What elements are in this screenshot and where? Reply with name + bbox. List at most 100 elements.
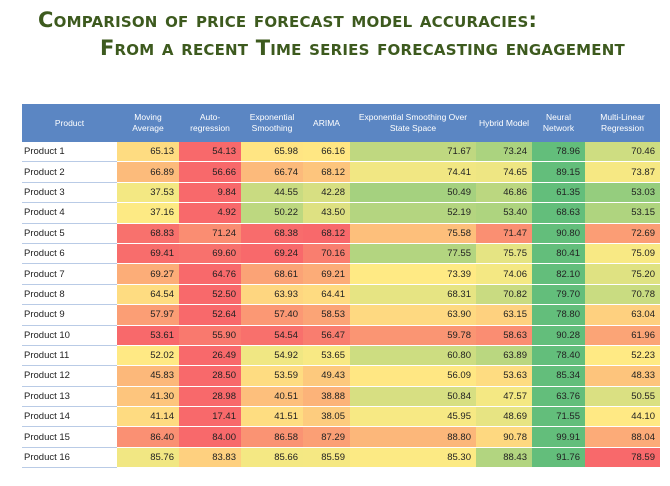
accuracy-value-cell: 69.60 [179, 243, 241, 265]
accuracy-value-cell: 88.43 [476, 447, 532, 469]
accuracy-value-cell: 65.98 [241, 142, 303, 163]
accuracy-value-cell: 85.59 [303, 447, 350, 469]
accuracy-value-cell: 63.90 [350, 304, 476, 326]
accuracy-value-cell: 52.50 [179, 284, 241, 306]
table-header-row: Product Moving Average Auto-regression Exp… [22, 104, 660, 142]
table-body: Product 1 65.13 54.13 65.98 66.16 71.67 73.24 7… [22, 142, 660, 469]
accuracy-value-cell: 78.96 [532, 142, 585, 163]
accuracy-value-cell: 50.55 [585, 386, 660, 408]
accuracy-value-cell: 42.28 [303, 182, 350, 204]
accuracy-value-cell: 63.76 [532, 386, 585, 408]
accuracy-value-cell: 84.00 [179, 426, 241, 448]
accuracy-value-cell: 54.54 [241, 325, 303, 346]
table-row: Product 15 86.40 84.00 86.58 87.29 88.80 90.78… [22, 426, 660, 448]
accuracy-value-cell: 37.53 [117, 182, 179, 204]
accuracy-value-cell: 61.96 [585, 325, 660, 346]
accuracy-value-cell: 41.51 [241, 406, 303, 428]
accuracy-value-cell: 88.80 [350, 426, 476, 448]
table-row: Product 13 41.30 28.98 40.51 38.88 50.84 47.57… [22, 386, 660, 408]
accuracy-value-cell: 68.61 [241, 263, 303, 285]
accuracy-value-cell: 53.03 [585, 182, 660, 204]
table-row: Product 11 52.02 26.49 54.92 53.65 60.80 63.89… [22, 345, 660, 367]
accuracy-value-cell: 74.06 [476, 263, 532, 285]
table-row: Product 10 53.61 55.90 54.54 56.47 59.78 58.63… [22, 325, 660, 346]
accuracy-value-cell: 55.90 [179, 325, 241, 346]
accuracy-value-cell: 28.98 [179, 386, 241, 408]
accuracy-value-cell: 86.40 [117, 426, 179, 448]
accuracy-value-cell: 28.50 [179, 365, 241, 387]
column-header-product: Product [22, 104, 117, 142]
accuracy-value-cell: 53.40 [476, 202, 532, 224]
accuracy-value-cell: 63.89 [476, 345, 532, 367]
accuracy-value-cell: 78.40 [532, 345, 585, 367]
product-name-cell: Product 1 [22, 142, 117, 163]
product-name-cell: Product 3 [22, 182, 117, 204]
accuracy-value-cell: 80.41 [532, 243, 585, 265]
accuracy-value-cell: 48.69 [476, 406, 532, 428]
accuracy-value-cell: 64.76 [179, 263, 241, 285]
accuracy-value-cell: 99.91 [532, 426, 585, 448]
table-row: Product 4 37.16 4.92 50.22 43.50 52.19 53.40 68… [22, 202, 660, 224]
column-header: Neural Network [532, 104, 585, 142]
accuracy-value-cell: 54.92 [241, 345, 303, 367]
accuracy-value-cell: 88.04 [585, 426, 660, 448]
accuracy-value-cell: 70.82 [476, 284, 532, 306]
accuracy-value-cell: 43.50 [303, 202, 350, 224]
accuracy-value-cell: 63.93 [241, 284, 303, 306]
accuracy-value-cell: 44.10 [585, 406, 660, 428]
accuracy-value-cell: 56.09 [350, 365, 476, 387]
accuracy-value-cell: 61.35 [532, 182, 585, 204]
product-name-cell: Product 8 [22, 284, 117, 306]
accuracy-value-cell: 77.55 [350, 243, 476, 265]
table-row: Product 7 69.27 64.76 68.61 69.21 73.39 74.06 8… [22, 263, 660, 285]
accuracy-value-cell: 75.58 [350, 223, 476, 244]
accuracy-value-cell: 87.29 [303, 426, 350, 448]
accuracy-value-cell: 59.78 [350, 325, 476, 346]
product-name-cell: Product 2 [22, 161, 117, 183]
accuracy-value-cell: 71.67 [350, 142, 476, 163]
accuracy-value-cell: 50.84 [350, 386, 476, 408]
accuracy-value-cell: 74.41 [350, 161, 476, 183]
column-header: Exponential Smoothing Over State Space [350, 104, 476, 142]
table-row: Product 12 45.83 28.50 53.59 49.43 56.09 53.63… [22, 365, 660, 387]
accuracy-value-cell: 63.15 [476, 304, 532, 326]
accuracy-value-cell: 70.46 [585, 142, 660, 163]
accuracy-value-cell: 79.70 [532, 284, 585, 306]
accuracy-value-cell: 52.23 [585, 345, 660, 367]
table-row: Product 14 41.14 17.41 41.51 38.05 45.95 48.69… [22, 406, 660, 428]
accuracy-value-cell: 53.65 [303, 345, 350, 367]
accuracy-value-cell: 69.41 [117, 243, 179, 265]
product-name-cell: Product 10 [22, 325, 117, 346]
title-line-1: Comparison of price forecast model accur… [38, 8, 538, 32]
accuracy-value-cell: 68.63 [532, 202, 585, 224]
accuracy-value-cell: 69.27 [117, 263, 179, 285]
accuracy-value-cell: 68.31 [350, 284, 476, 306]
accuracy-value-cell: 52.02 [117, 345, 179, 367]
accuracy-value-cell: 71.55 [532, 406, 585, 428]
accuracy-value-cell: 65.13 [117, 142, 179, 163]
table-row: Product 1 65.13 54.13 65.98 66.16 71.67 73.24 7… [22, 142, 660, 163]
product-name-cell: Product 4 [22, 202, 117, 224]
accuracy-value-cell: 74.65 [476, 161, 532, 183]
accuracy-value-cell: 85.66 [241, 447, 303, 469]
product-name-cell: Product 7 [22, 263, 117, 285]
accuracy-value-cell: 70.78 [585, 284, 660, 306]
accuracy-value-cell: 38.05 [303, 406, 350, 428]
accuracy-value-cell: 68.12 [303, 161, 350, 183]
accuracy-value-cell: 68.38 [241, 223, 303, 244]
product-name-cell: Product 11 [22, 345, 117, 367]
accuracy-value-cell: 56.66 [179, 161, 241, 183]
accuracy-value-cell: 9.84 [179, 182, 241, 204]
accuracy-value-cell: 58.53 [303, 304, 350, 326]
table-row: Product 2 66.89 56.66 66.74 68.12 74.41 74.65 8… [22, 161, 660, 183]
accuracy-value-cell: 4.92 [179, 202, 241, 224]
product-name-cell: Product 13 [22, 386, 117, 408]
accuracy-value-cell: 52.19 [350, 202, 476, 224]
column-header: Auto-regression [179, 104, 241, 142]
column-header: Multi-Linear Regression [585, 104, 660, 142]
accuracy-value-cell: 44.55 [241, 182, 303, 204]
title-line-2: From a recent Time series forecasting en… [100, 36, 625, 60]
accuracy-value-cell: 38.88 [303, 386, 350, 408]
accuracy-value-cell: 57.97 [117, 304, 179, 326]
accuracy-value-cell: 75.09 [585, 243, 660, 265]
